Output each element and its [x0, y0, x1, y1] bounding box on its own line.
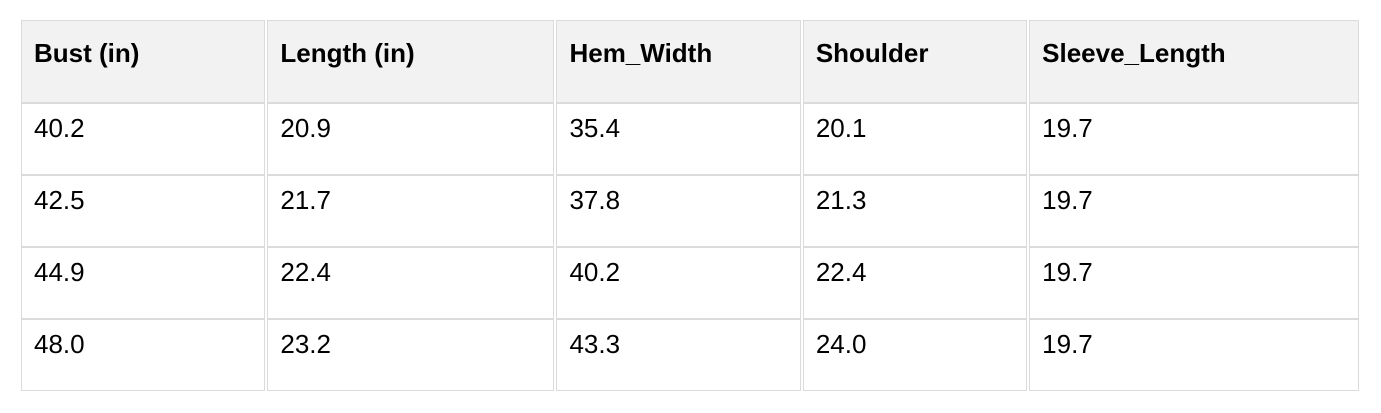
- table-cell: 43.3: [556, 319, 801, 391]
- table-cell: 22.4: [802, 247, 1028, 319]
- table-cell: 40.2: [21, 103, 266, 175]
- table-cell: 48.0: [21, 319, 266, 391]
- table-cell: 42.5: [21, 175, 266, 247]
- table-cell: 19.7: [1029, 319, 1359, 391]
- table-cell: 23.2: [267, 319, 555, 391]
- header-cell-sleeve-length: Sleeve_Length: [1029, 20, 1359, 103]
- table-cell: 21.7: [267, 175, 555, 247]
- table-cell: 22.4: [267, 247, 555, 319]
- table-cell: 19.7: [1029, 247, 1359, 319]
- header-cell-shoulder: Shoulder: [802, 20, 1028, 103]
- table-cell: 35.4: [556, 103, 801, 175]
- table-row: 40.2 20.9 35.4 20.1 19.7: [21, 103, 1359, 175]
- header-cell-hem-width: Hem_Width: [556, 20, 801, 103]
- table-cell: 24.0: [802, 319, 1028, 391]
- table-cell: 21.3: [802, 175, 1028, 247]
- table-row: 44.9 22.4 40.2 22.4 19.7: [21, 247, 1359, 319]
- table-row: 48.0 23.2 43.3 24.0 19.7: [21, 319, 1359, 391]
- size-chart-table: Bust (in) Length (in) Hem_Width Shoulder…: [19, 20, 1361, 391]
- table-cell: 19.7: [1029, 175, 1359, 247]
- table-cell: 44.9: [21, 247, 266, 319]
- table-cell: 37.8: [556, 175, 801, 247]
- table-cell: 40.2: [556, 247, 801, 319]
- table-row: 42.5 21.7 37.8 21.3 19.7: [21, 175, 1359, 247]
- header-cell-length: Length (in): [267, 20, 555, 103]
- table-cell: 20.1: [802, 103, 1028, 175]
- header-cell-bust: Bust (in): [21, 20, 266, 103]
- table-cell: 19.7: [1029, 103, 1359, 175]
- table-header-row: Bust (in) Length (in) Hem_Width Shoulder…: [21, 20, 1359, 103]
- table-cell: 20.9: [267, 103, 555, 175]
